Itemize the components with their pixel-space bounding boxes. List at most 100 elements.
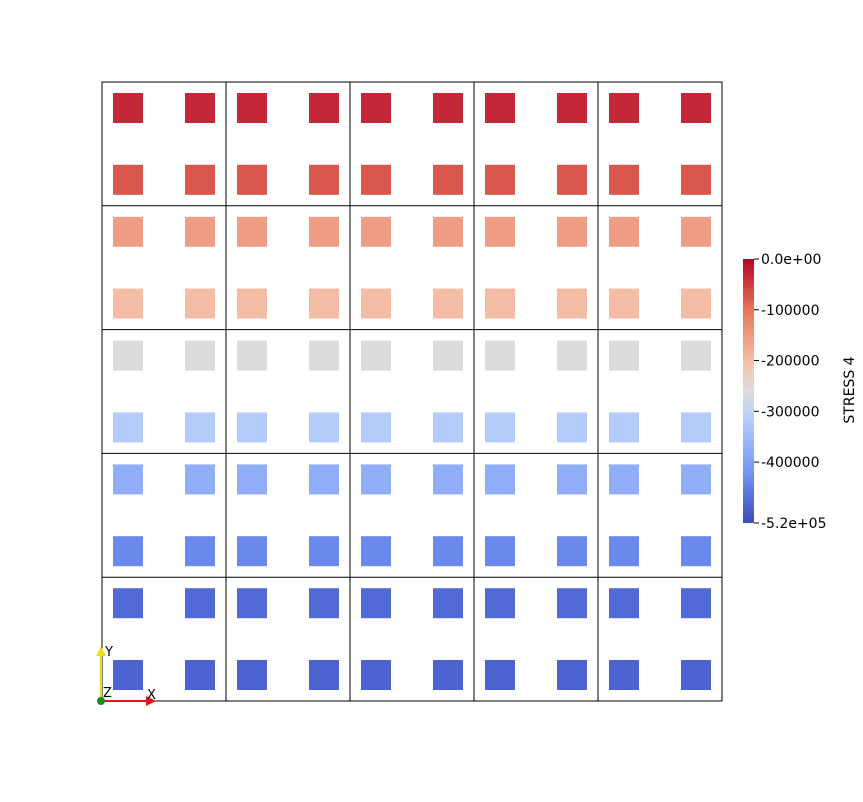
integration-point-cell xyxy=(309,164,339,195)
integration-point-cell xyxy=(557,340,587,371)
integration-point-cell xyxy=(485,660,515,690)
integration-point-cell xyxy=(309,216,339,247)
integration-point-cell xyxy=(185,340,215,371)
integration-point-cell xyxy=(185,660,215,690)
integration-point-cell xyxy=(557,216,587,247)
integration-point-cell xyxy=(113,164,143,195)
integration-point-cell xyxy=(433,536,463,567)
integration-point-cell xyxy=(681,340,711,371)
integration-point-cell xyxy=(237,164,267,195)
integration-point-cell xyxy=(361,536,391,567)
z-axis-dot xyxy=(97,697,105,705)
integration-point-cell xyxy=(557,412,587,443)
x-axis-label: X xyxy=(147,688,156,703)
integration-point-cell xyxy=(433,288,463,319)
integration-point-cell xyxy=(557,93,587,123)
integration-point-cell xyxy=(485,588,515,619)
integration-point-cell xyxy=(433,588,463,619)
integration-point-cell xyxy=(557,536,587,567)
integration-point-cell xyxy=(485,93,515,123)
integration-point-cell xyxy=(433,340,463,371)
integration-point-cell xyxy=(681,464,711,495)
integration-point-cell xyxy=(185,588,215,619)
integration-point-cell xyxy=(681,164,711,195)
integration-point-cell xyxy=(237,536,267,567)
integration-point-cell xyxy=(113,464,143,495)
integration-point-cell xyxy=(485,412,515,443)
orientation-axes: Y X Z xyxy=(96,645,156,706)
integration-point-cell xyxy=(433,216,463,247)
integration-point-cell xyxy=(433,464,463,495)
integration-point-cell xyxy=(609,288,639,319)
integration-point-cell xyxy=(309,464,339,495)
y-axis-label: Y xyxy=(104,645,113,660)
colorbar-title: STRESS 4 xyxy=(842,356,858,423)
integration-point-cell xyxy=(309,340,339,371)
integration-point-cells xyxy=(113,93,711,690)
integration-point-cell xyxy=(681,93,711,123)
integration-point-cell xyxy=(237,588,267,619)
integration-point-cell xyxy=(361,216,391,247)
integration-point-cell xyxy=(433,412,463,443)
integration-point-cell xyxy=(361,164,391,195)
integration-point-cell xyxy=(113,536,143,567)
integration-point-cell xyxy=(485,340,515,371)
integration-point-cell xyxy=(113,412,143,443)
integration-point-cell xyxy=(433,660,463,690)
integration-point-cell xyxy=(609,464,639,495)
colorbar-tick-label: 0.0e+00 xyxy=(761,252,821,268)
integration-point-cell xyxy=(361,93,391,123)
integration-point-cell xyxy=(609,412,639,443)
colorbar-tick-label: -300000 xyxy=(761,404,820,420)
colorbar-ticks: 0.0e+00 -100000 -200000 -300000 -400000 -5.2e… xyxy=(754,252,826,532)
integration-point-cell xyxy=(433,164,463,195)
colorbar-tick-label: -100000 xyxy=(761,303,820,319)
colorbar-tick-label: -5.2e+05 xyxy=(761,516,826,532)
integration-point-cell xyxy=(113,93,143,123)
integration-point-cell xyxy=(237,412,267,443)
integration-point-cell xyxy=(681,412,711,443)
integration-point-cell xyxy=(309,93,339,123)
integration-point-cell xyxy=(361,660,391,690)
integration-point-cell xyxy=(185,412,215,443)
integration-point-cell xyxy=(309,536,339,567)
integration-point-cell xyxy=(185,216,215,247)
y-axis-arrowhead xyxy=(96,646,106,656)
integration-point-cell xyxy=(185,464,215,495)
integration-point-cell xyxy=(681,216,711,247)
colorbar-tick-label: -400000 xyxy=(761,455,820,471)
integration-point-cell xyxy=(609,164,639,195)
integration-point-cell xyxy=(309,288,339,319)
x-axis-arrowhead xyxy=(146,696,156,706)
integration-point-cell xyxy=(681,588,711,619)
integration-point-cell xyxy=(361,588,391,619)
integration-point-cell xyxy=(361,464,391,495)
colorbar-tick-label: -200000 xyxy=(761,354,820,370)
integration-point-cell xyxy=(557,660,587,690)
integration-point-cell xyxy=(113,288,143,319)
integration-point-cell xyxy=(309,660,339,690)
integration-point-cell xyxy=(361,340,391,371)
integration-point-cell xyxy=(185,536,215,567)
colorbar-gradient xyxy=(743,259,754,523)
integration-point-cell xyxy=(485,216,515,247)
integration-point-cell xyxy=(681,536,711,567)
integration-point-cell xyxy=(557,164,587,195)
integration-point-cell xyxy=(433,93,463,123)
integration-point-cell xyxy=(485,164,515,195)
integration-point-cell xyxy=(237,660,267,690)
integration-point-cell xyxy=(557,588,587,619)
integration-point-cell xyxy=(113,588,143,619)
integration-point-cell xyxy=(681,288,711,319)
integration-point-cell xyxy=(237,93,267,123)
integration-point-cell xyxy=(557,288,587,319)
integration-point-cell xyxy=(609,340,639,371)
integration-point-cell xyxy=(237,464,267,495)
integration-point-cell xyxy=(113,216,143,247)
integration-point-cell xyxy=(309,588,339,619)
integration-point-cell xyxy=(485,536,515,567)
integration-point-cell xyxy=(485,288,515,319)
integration-point-cell xyxy=(609,216,639,247)
integration-point-cell xyxy=(113,340,143,371)
